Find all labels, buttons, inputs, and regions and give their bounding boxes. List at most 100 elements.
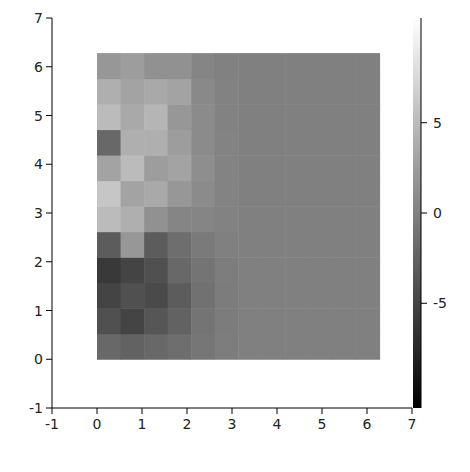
cell [309,53,333,79]
y-tick-label: 1 [34,303,43,319]
x-tick-label: 4 [273,416,282,432]
cell [97,334,121,360]
cell [144,130,168,156]
cell [238,283,262,309]
cell [168,155,192,181]
colorbar-tick [421,122,427,123]
y-tick [46,359,52,360]
cell [333,53,357,79]
cell [121,308,145,334]
cell [285,53,309,79]
cell [191,79,215,105]
cell [144,206,168,232]
cell [309,104,333,130]
cell [121,104,145,130]
cell [121,79,145,105]
cell [97,181,121,207]
cell [356,53,380,79]
cell [356,283,380,309]
y-tick-label: 2 [34,254,43,270]
cell [191,206,215,232]
cell [238,79,262,105]
cell [144,283,168,309]
cell [191,232,215,258]
cell [238,232,262,258]
cell [168,257,192,283]
y-tick [46,261,52,262]
x-tick-label: 6 [363,416,372,432]
cell [215,257,239,283]
cell [97,104,121,130]
cell [333,104,357,130]
x-tick-label: 7 [408,416,417,432]
colorbar-tick-label: 0 [433,205,442,221]
cell [356,232,380,258]
cell [309,334,333,360]
cell [333,130,357,156]
cell [309,130,333,156]
cell [356,104,380,130]
x-tick-label: -1 [45,416,59,432]
x-tick-label: 1 [138,416,147,432]
cell [191,181,215,207]
cell [285,130,309,156]
cell [285,104,309,130]
cell [97,53,121,79]
cell [309,206,333,232]
cell [238,334,262,360]
y-tick [46,310,52,311]
cell [144,334,168,360]
colorbar-tick [421,303,427,304]
x-tick [322,408,323,414]
cell [356,130,380,156]
cell [285,79,309,105]
cell [262,283,286,309]
x-tick-label: 0 [93,416,102,432]
cell [285,308,309,334]
cell [238,181,262,207]
cell [215,206,239,232]
cell [215,53,239,79]
cell [333,283,357,309]
x-tick [142,408,143,414]
cell [97,130,121,156]
x-tick [187,408,188,414]
cell [144,53,168,79]
cell [121,283,145,309]
chart: -101234567-101234567-505 [0,0,470,472]
cell [309,181,333,207]
y-tick [46,18,52,19]
cell [168,283,192,309]
cell [215,283,239,309]
colorbar-tick-label: -5 [433,295,447,311]
cell [333,308,357,334]
cell [168,206,192,232]
cell [333,334,357,360]
cell [333,79,357,105]
cell [168,181,192,207]
y-tick [46,408,52,409]
cell [333,181,357,207]
colorbar-tick-label: 5 [433,115,442,131]
cell [238,206,262,232]
cell [215,308,239,334]
cell [191,308,215,334]
x-tick [277,408,278,414]
cell [262,206,286,232]
cell [285,334,309,360]
cell [191,155,215,181]
cell [97,257,121,283]
y-tick-label: 5 [34,108,43,124]
cell [215,232,239,258]
cell [356,308,380,334]
y-tick [46,66,52,67]
cell [168,79,192,105]
y-tick-label: -1 [29,400,43,416]
cell [97,206,121,232]
cell [144,155,168,181]
cell [144,181,168,207]
cell [168,334,192,360]
cell [215,104,239,130]
cell [121,206,145,232]
cell [356,206,380,232]
